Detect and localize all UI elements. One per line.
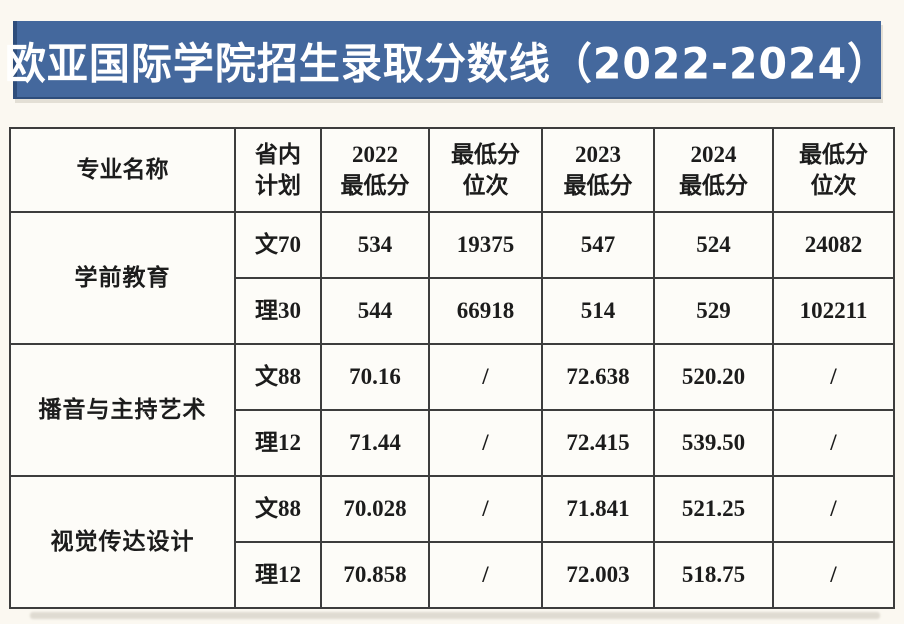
score-2024-cell: 520.20 <box>653 343 774 411</box>
header-2022-min: 2022 最低分 <box>320 127 430 213</box>
rank-2022-cell: / <box>428 475 543 543</box>
score-2022-cell: 70.028 <box>320 475 430 543</box>
score-2023-cell: 514 <box>541 277 655 345</box>
plan-cell: 理30 <box>234 277 322 345</box>
header-2022-rank: 最低分 位次 <box>428 127 543 213</box>
page-title: 欧亚国际学院招生录取分数线（2022-2024） <box>4 39 890 90</box>
rank-2024-cell: 102211 <box>772 277 895 345</box>
header-2023-min: 2023 最低分 <box>541 127 655 213</box>
plan-cell: 理12 <box>234 541 322 609</box>
score-2024-cell: 524 <box>653 211 774 279</box>
score-2024-cell: 539.50 <box>653 409 774 477</box>
score-2022-cell: 534 <box>320 211 430 279</box>
score-2024-cell: 521.25 <box>653 475 774 543</box>
score-2022-cell: 70.16 <box>320 343 430 411</box>
table-row: 理12 70.858 / 72.003 518.75 / <box>10 541 895 609</box>
admission-scores-table: 专业名称 省内 计划 2022 最低分 最低分 位次 2023 最低分 2024… <box>9 127 895 609</box>
score-2023-cell: 72.638 <box>541 343 655 411</box>
page-shadow <box>30 612 880 619</box>
rank-2022-cell: / <box>428 541 543 609</box>
rank-2024-cell: / <box>772 409 895 477</box>
score-2022-cell: 70.858 <box>320 541 430 609</box>
rank-2022-cell: 19375 <box>428 211 543 279</box>
table-row: 视觉传达设计 文88 70.028 / 71.841 521.25 / <box>9 475 895 609</box>
major-name-preschool-education: 学前教育 <box>9 211 236 345</box>
major-name-visual-communication-design: 视觉传达设计 <box>9 475 236 609</box>
header-2024-rank: 最低分 位次 <box>772 127 895 213</box>
score-2022-cell: 71.44 <box>320 409 430 477</box>
rank-2024-cell: / <box>772 541 895 609</box>
plan-cell: 文70 <box>234 211 322 279</box>
table-row: 学前教育 文70 534 19375 547 524 24082 <box>9 211 895 345</box>
table-row: 理30 544 66918 514 529 102211 <box>10 277 895 345</box>
plan-cell: 文88 <box>234 343 322 411</box>
rank-2024-cell: 24082 <box>772 211 895 279</box>
rank-2022-cell: / <box>428 343 543 411</box>
rank-2024-cell: / <box>772 343 895 411</box>
rank-2022-cell: 66918 <box>428 277 543 345</box>
score-2024-cell: 518.75 <box>653 541 774 609</box>
header-major: 专业名称 <box>9 127 236 213</box>
score-2024-cell: 529 <box>653 277 774 345</box>
score-2023-cell: 72.003 <box>541 541 655 609</box>
header-province-plan: 省内 计划 <box>234 127 322 213</box>
score-2022-cell: 544 <box>320 277 430 345</box>
major-name-broadcasting-hosting: 播音与主持艺术 <box>9 343 236 477</box>
score-2023-cell: 71.841 <box>541 475 655 543</box>
score-2023-cell: 547 <box>541 211 655 279</box>
rank-2022-cell: / <box>428 409 543 477</box>
plan-cell: 理12 <box>234 409 322 477</box>
header-2024-min: 2024 最低分 <box>653 127 774 213</box>
table-header-row: 专业名称 省内 计划 2022 最低分 最低分 位次 2023 最低分 2024… <box>9 127 895 213</box>
rank-2024-cell: / <box>772 475 895 543</box>
score-2023-cell: 72.415 <box>541 409 655 477</box>
title-banner: 欧亚国际学院招生录取分数线（2022-2024） <box>5 21 888 99</box>
plan-cell: 文88 <box>234 475 322 543</box>
table-row: 理12 71.44 / 72.415 539.50 / <box>10 409 895 477</box>
table-row: 播音与主持艺术 文88 70.16 / 72.638 520.20 / <box>9 343 895 477</box>
